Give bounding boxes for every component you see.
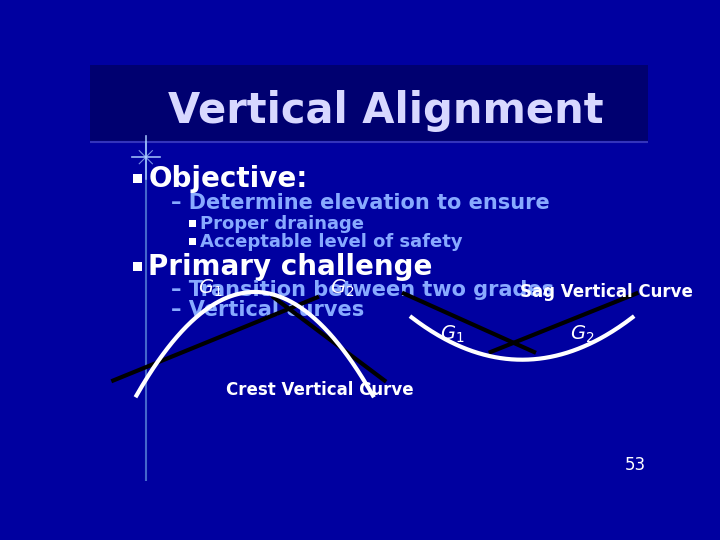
Text: – Vertical curves: – Vertical curves	[171, 300, 364, 320]
Text: Vertical Alignment: Vertical Alignment	[168, 90, 603, 132]
Text: $G_1$: $G_1$	[198, 278, 222, 299]
Text: $G_2$: $G_2$	[570, 323, 594, 345]
Bar	[132, 174, 142, 184]
Text: Crest Vertical Curve: Crest Vertical Curve	[225, 381, 413, 399]
Text: Sag Vertical Curve: Sag Vertical Curve	[520, 283, 693, 301]
Text: Proper drainage: Proper drainage	[200, 215, 364, 233]
Text: – Transition between two grades: – Transition between two grades	[171, 280, 554, 300]
Text: – Determine elevation to ensure: – Determine elevation to ensure	[171, 193, 550, 213]
Text: Primary challenge: Primary challenge	[148, 253, 433, 281]
Text: $G_2$: $G_2$	[330, 278, 354, 299]
Text: $G_1$: $G_1$	[441, 323, 465, 345]
Text: Acceptable level of safety: Acceptable level of safety	[200, 233, 463, 251]
Bar	[90, 65, 648, 142]
Bar	[189, 238, 196, 245]
Text: Objective:: Objective:	[148, 165, 307, 193]
Text: 53: 53	[624, 456, 645, 474]
Bar	[132, 262, 142, 271]
Bar	[189, 220, 196, 227]
